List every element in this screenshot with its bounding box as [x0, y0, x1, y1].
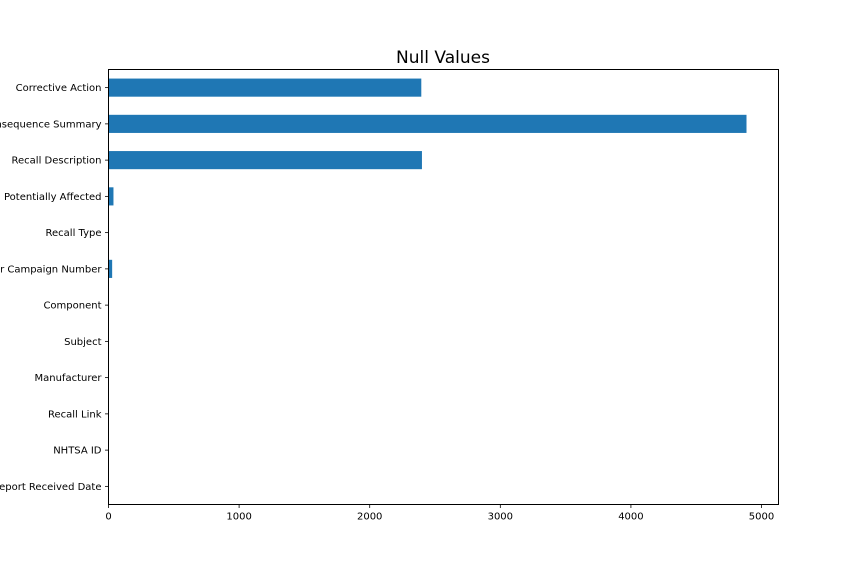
bars-layer	[108, 78, 747, 278]
bar-3	[108, 187, 114, 206]
x-tick-label: 3000	[488, 512, 513, 523]
y-tick-label: Component	[43, 301, 101, 312]
y-tick-label: Manufacturer Campaign Number	[0, 264, 102, 275]
x-tick-label: 1000	[226, 512, 251, 523]
y-tick-label: Corrective Action	[16, 83, 102, 94]
y-tick-label: Recall Link	[48, 409, 102, 420]
y-axis: Corrective Action Consequence Summary Reca…	[0, 83, 109, 493]
x-tick-label: 2000	[357, 512, 382, 523]
x-tick-label: 0	[105, 512, 111, 523]
y-tick-label: Recall Description	[12, 156, 102, 167]
y-tick-label: Consequence Summary	[0, 119, 102, 130]
bar-0	[108, 78, 422, 97]
chart-title: Null Values	[396, 48, 490, 68]
y-tick-label: Potentially Affected	[4, 192, 102, 203]
bar-2	[108, 151, 422, 170]
x-tick-label: 5000	[749, 512, 774, 523]
y-tick-label: Report Received Date	[0, 482, 102, 493]
x-axis: 0 1000 2000 3000 4000 5000	[105, 504, 774, 523]
bar-1	[108, 114, 747, 133]
bar-5	[108, 259, 113, 278]
y-tick-label: Recall Type	[46, 228, 102, 239]
y-tick-label: NHTSA ID	[53, 446, 102, 457]
plot-frame	[108, 69, 779, 505]
y-tick-label: Manufacturer	[35, 373, 103, 384]
x-tick-label: 4000	[618, 512, 643, 523]
y-tick-label: Subject	[64, 337, 101, 348]
